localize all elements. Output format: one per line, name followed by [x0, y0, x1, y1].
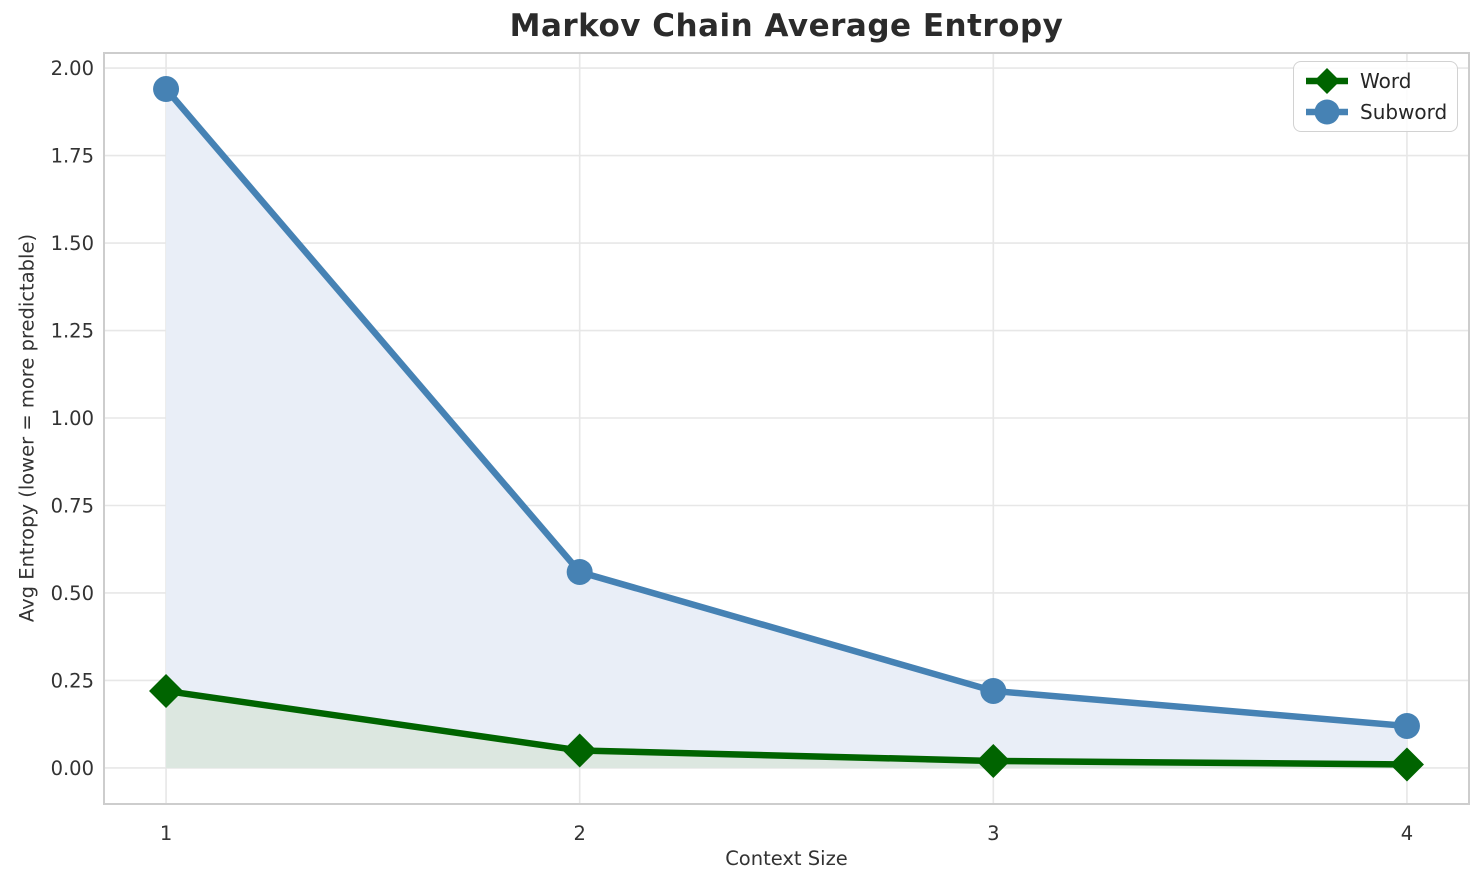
y-tick-label: 1.75 — [51, 145, 94, 168]
y-tick-label: 0.75 — [51, 494, 94, 517]
series-word-line — [162, 687, 1411, 768]
series-subword-marker — [980, 677, 1007, 704]
series-word-marker — [562, 733, 597, 768]
y-tick-label: 1.00 — [51, 407, 94, 430]
legend-item-subword: Subword — [1304, 97, 1447, 127]
x-axis-label: Context Size — [725, 847, 848, 870]
y-tick-label: 1.25 — [51, 320, 94, 343]
chart-title: Markov Chain Average Entropy — [509, 8, 1064, 44]
legend-item-word: Word — [1304, 66, 1447, 96]
series-subword-marker — [153, 76, 180, 103]
series-word-marker — [149, 673, 184, 708]
x-tick-label: 1 — [160, 822, 172, 845]
y-tick-label: 1.50 — [51, 232, 94, 255]
series-subword-marker — [1393, 712, 1420, 739]
series-word-area — [166, 690, 1407, 768]
plot-border — [103, 52, 1470, 805]
legend-label-word: Word — [1360, 69, 1412, 93]
y-tick-label: 0.00 — [51, 757, 94, 780]
y-tick-label: 2.00 — [51, 57, 94, 80]
series-word-marker — [1389, 747, 1424, 782]
y-axis-label: Avg Entropy (lower = more predictable) — [15, 233, 39, 623]
y-tick-label: 0.25 — [51, 669, 94, 692]
word-diamond-marker-icon — [1306, 68, 1348, 94]
y-tick-label: 0.50 — [51, 582, 94, 605]
x-tick-label: 2 — [573, 822, 585, 845]
x-tick-label: 4 — [1401, 822, 1413, 845]
series-subword-area — [166, 89, 1407, 768]
legend-label-subword: Subword — [1360, 100, 1448, 124]
legend: Word Subword — [1293, 61, 1458, 132]
subword-circle-marker-icon — [1306, 99, 1348, 125]
series-subword-marker — [566, 558, 593, 585]
series-subword-line — [162, 85, 1411, 730]
series-word-marker — [976, 743, 1011, 778]
x-tick-label: 3 — [987, 822, 999, 845]
